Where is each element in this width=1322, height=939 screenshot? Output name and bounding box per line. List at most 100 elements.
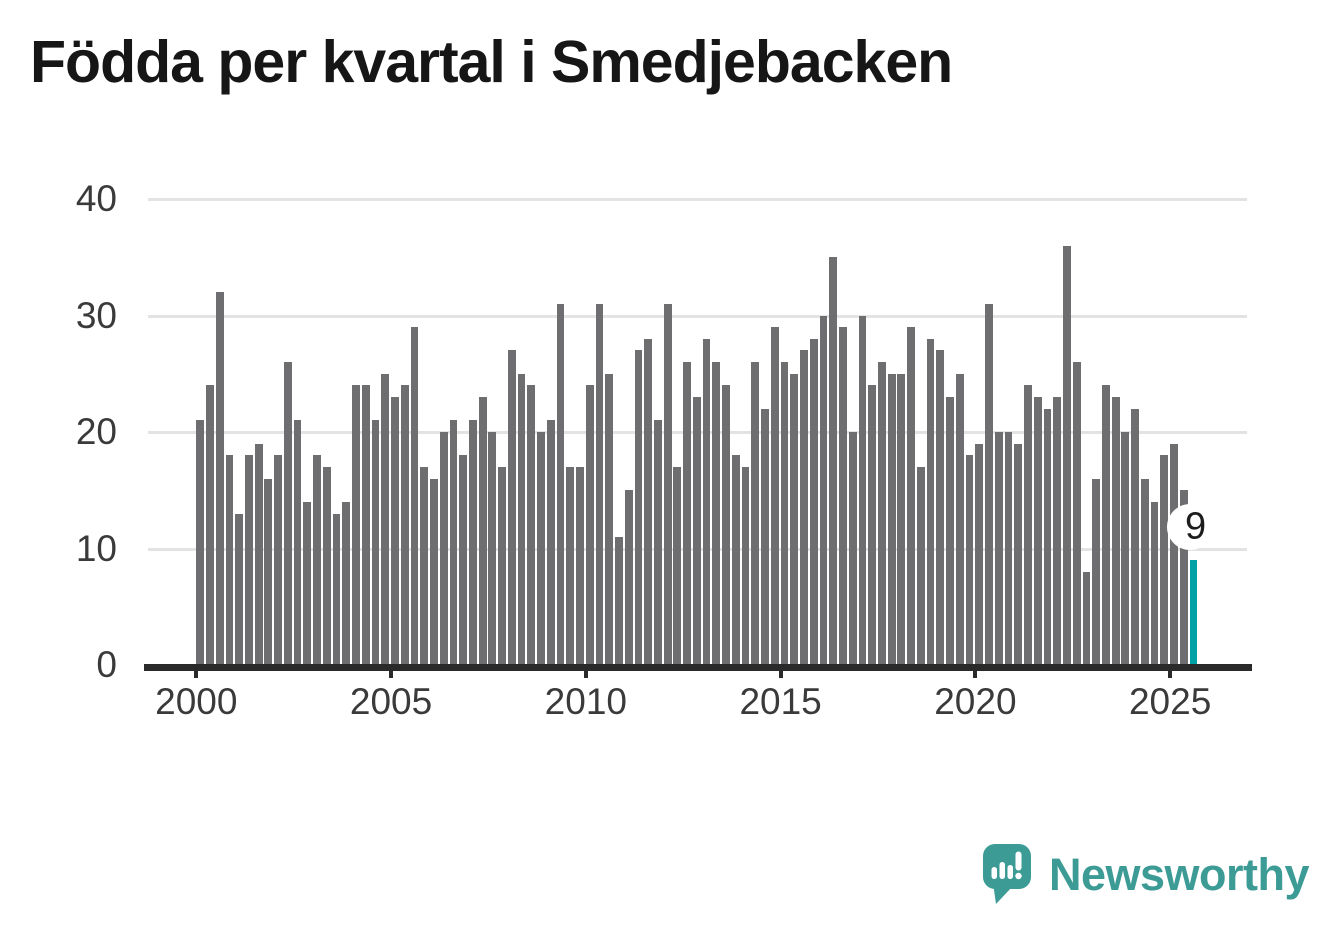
bar xyxy=(761,408,769,665)
bar xyxy=(605,373,614,665)
bar xyxy=(235,513,244,665)
bar xyxy=(839,327,847,665)
bar xyxy=(1179,490,1188,665)
y-axis-tick-label: 0 xyxy=(96,644,117,685)
bar xyxy=(430,478,438,665)
x-axis-tick xyxy=(583,666,588,678)
x-axis-line xyxy=(144,664,1252,671)
bar xyxy=(926,338,935,665)
bar xyxy=(907,327,915,665)
bar xyxy=(1140,478,1149,665)
bar xyxy=(634,350,643,665)
bar xyxy=(1014,443,1023,665)
bar xyxy=(955,373,964,665)
bar xyxy=(215,292,224,665)
x-axis-tick xyxy=(973,666,978,678)
bar xyxy=(352,385,360,665)
bar-highlighted xyxy=(1189,560,1198,665)
bar xyxy=(868,385,877,665)
bar xyxy=(994,432,1003,665)
bar xyxy=(712,362,721,665)
y-axis-tick-label: 10 xyxy=(75,527,117,569)
bar xyxy=(439,432,448,665)
bar xyxy=(274,455,282,665)
x-axis-tick-label: 2025 xyxy=(1128,681,1212,722)
bar xyxy=(975,443,984,665)
annotation-value: 9 xyxy=(1184,505,1207,548)
bar xyxy=(1111,397,1120,665)
brand-name: Newsworthy xyxy=(1049,849,1310,900)
bar xyxy=(615,536,623,665)
bar xyxy=(556,303,565,665)
bar xyxy=(663,303,672,665)
bar xyxy=(546,420,555,665)
bar xyxy=(809,338,818,665)
bar xyxy=(790,373,799,665)
bar xyxy=(1053,397,1062,665)
bar xyxy=(400,385,409,665)
gridline xyxy=(148,314,1247,318)
bar xyxy=(1072,362,1081,665)
bar xyxy=(722,385,730,665)
bar xyxy=(1160,455,1169,665)
bar xyxy=(800,350,808,665)
x-axis-tick xyxy=(194,666,199,678)
bar xyxy=(264,478,273,665)
bar xyxy=(946,397,954,665)
bar xyxy=(654,420,662,665)
x-axis-tick xyxy=(389,666,394,678)
bar xyxy=(410,327,419,665)
bar xyxy=(498,466,506,665)
bar xyxy=(1033,397,1042,665)
bar xyxy=(1004,432,1013,665)
bar xyxy=(332,513,341,665)
bar xyxy=(537,432,545,665)
bar xyxy=(293,420,302,665)
bar xyxy=(342,501,351,665)
x-axis-tick-label: 2015 xyxy=(739,681,822,722)
bar xyxy=(673,466,682,665)
bar xyxy=(965,455,974,665)
bar xyxy=(459,455,468,665)
bar xyxy=(829,257,838,665)
bar xyxy=(517,373,526,665)
bar xyxy=(254,443,263,665)
bar xyxy=(322,466,331,665)
newsworthy-logo-icon xyxy=(983,844,1031,904)
annotation-halo xyxy=(1166,504,1213,551)
y-axis-tick-label: 30 xyxy=(75,294,117,336)
bar xyxy=(780,362,789,665)
bar xyxy=(1024,385,1032,665)
bar xyxy=(877,362,886,665)
bar xyxy=(1063,245,1071,665)
chart-title: Födda per kvartal i Smedjebacken xyxy=(30,29,953,95)
x-axis-tick-label: 2010 xyxy=(544,681,627,722)
bar xyxy=(576,466,584,665)
bar xyxy=(1043,408,1052,665)
gridline xyxy=(148,198,1247,201)
bar xyxy=(936,350,945,665)
x-axis-tick xyxy=(778,666,783,678)
bar xyxy=(916,466,925,665)
bar xyxy=(1150,501,1159,665)
bar xyxy=(420,466,429,665)
bar xyxy=(196,420,205,665)
bar xyxy=(206,385,214,665)
bar xyxy=(1082,571,1091,665)
x-axis-tick-label: 2005 xyxy=(349,681,433,722)
bar xyxy=(624,490,633,665)
bar xyxy=(468,420,477,665)
bar xyxy=(819,315,828,665)
x-axis-tick-label: 2000 xyxy=(155,681,238,722)
bar xyxy=(566,466,575,665)
bar xyxy=(985,303,993,665)
bar xyxy=(507,350,516,665)
last-value-annotation: 9 xyxy=(1166,504,1217,570)
brand-footer: Newsworthy xyxy=(982,843,1310,907)
y-axis-tick-label: 20 xyxy=(75,411,117,452)
bar xyxy=(303,501,312,665)
bar xyxy=(887,373,896,665)
bar xyxy=(692,397,701,665)
bar xyxy=(1131,408,1139,665)
bar xyxy=(585,385,594,665)
